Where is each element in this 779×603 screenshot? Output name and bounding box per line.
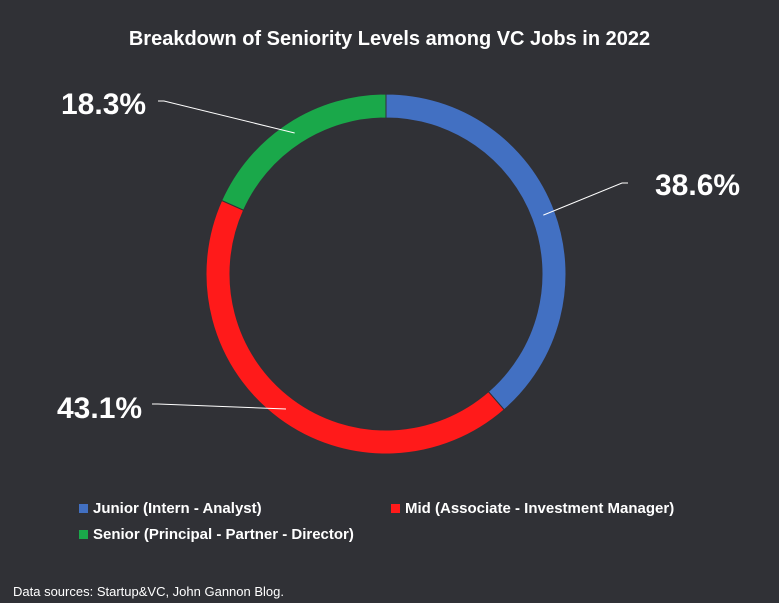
slice-mid: [205, 199, 505, 455]
legend-item-mid: Mid (Associate - Investment Manager): [391, 500, 674, 517]
slice-junior: [385, 93, 567, 411]
chart-title: Breakdown of Seniority Levels among VC J…: [128, 28, 651, 50]
leader-line-senior: [158, 100, 295, 134]
data-label-junior: 38.6%: [655, 169, 740, 202]
legend-swatch-junior: [79, 504, 88, 513]
data-source-note: Data sources: Startup&VC, John Gannon Bl…: [13, 584, 284, 599]
legend-label-mid: Mid (Associate - Investment Manager): [405, 500, 675, 517]
legend-item-junior: Junior (Intern - Analyst): [79, 500, 262, 517]
data-label-senior: 18.3%: [61, 88, 146, 121]
legend-label-junior: Junior (Intern - Analyst): [93, 500, 262, 517]
leader-line-mid: [152, 403, 286, 410]
legend-swatch-senior: [79, 530, 88, 539]
legend-label-senior: Senior (Principal - Partner - Director): [93, 526, 354, 543]
legend-swatch-mid: [391, 504, 400, 513]
data-label-mid: 43.1%: [57, 392, 142, 425]
slice-senior: [221, 93, 387, 211]
leader-line-junior: [543, 182, 628, 216]
legend-item-senior: Senior (Principal - Partner - Director): [79, 526, 354, 543]
